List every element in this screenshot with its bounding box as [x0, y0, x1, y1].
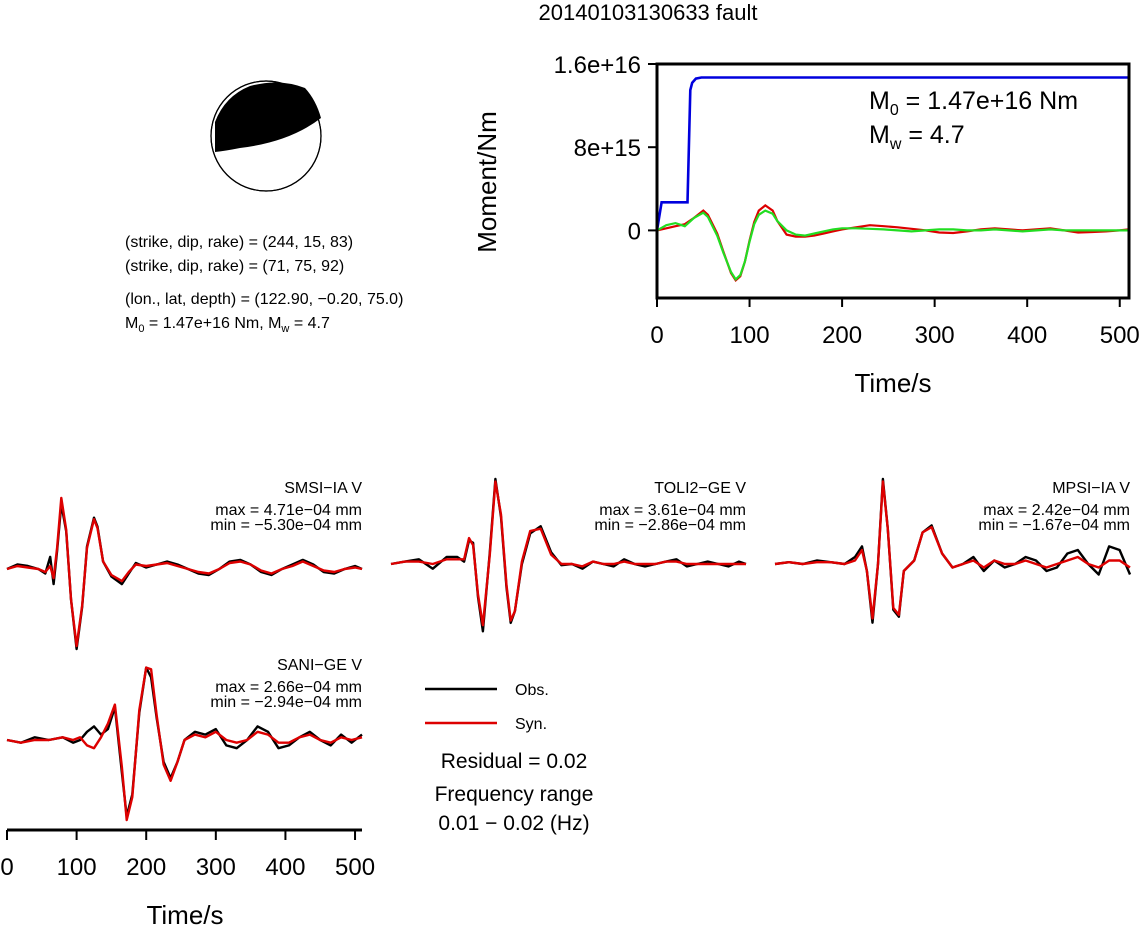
waveform-xtick-label: 300 — [196, 854, 236, 881]
moment-xlabel: Time/s — [854, 368, 931, 398]
station-max: max = 2.42e−04 mm — [983, 502, 1130, 519]
source-info-line4: M0 = 1.47e+16 Nm, Mw = 4.7 — [125, 315, 330, 335]
m0-mw-text: = 1.47e+16 Nm, M — [144, 315, 281, 332]
station-name: TOLI2−GE V — [654, 480, 746, 497]
anno-m0-sub: 0 — [890, 102, 899, 119]
anno-mw-value: = 4.7 — [901, 121, 964, 149]
waveform-xtick-label: 0 — [0, 854, 13, 881]
station-name: MPSI−IA V — [1052, 480, 1130, 497]
mw-subscript: w — [280, 323, 289, 335]
frequency-range-value: 0.01 − 0.02 (Hz) — [438, 812, 589, 835]
moment-series-2 — [656, 209, 1129, 281]
synthetic-waveform — [774, 480, 1131, 620]
source-info: (strike, dip, rake) = (244, 15, 83) (str… — [125, 234, 403, 335]
residual-text: Residual = 0.02 — [441, 750, 588, 773]
synthetic-waveform — [6, 666, 363, 822]
moment-annotation-m0: M0 = 1.47e+16 Nm — [869, 87, 1078, 119]
observed-waveform — [774, 477, 1132, 624]
station-max: max = 3.61e−04 mm — [599, 502, 746, 519]
station-min: min = −2.86e−04 mm — [594, 517, 746, 534]
moment-annotation-mw: Mw = 4.7 — [869, 121, 965, 153]
moment-ytick-label: 0 — [628, 218, 641, 245]
moment-ticks: 0 100 200 300 400 500 0 8e+15 1.6e+16 — [554, 52, 1140, 349]
anno-m0-value: = 1.47e+16 Nm — [899, 87, 1078, 115]
beachball-outline — [210, 80, 322, 192]
station-min: min = −5.30e−04 mm — [210, 517, 362, 534]
station-max: max = 2.66e−04 mm — [215, 679, 362, 696]
station-min: min = −1.67e−04 mm — [978, 517, 1130, 534]
mw-text: = 4.7 — [289, 315, 330, 332]
moment-ytick-label: 8e+15 — [574, 135, 641, 162]
synthetic-waveform — [390, 480, 746, 627]
station-max: max = 4.71e−04 mm — [215, 502, 362, 519]
m0-subscript: 0 — [138, 323, 144, 335]
waveform-axis-ticks: 0 100 200 300 400 500 — [0, 830, 375, 881]
beachball-compression — [215, 82, 321, 152]
moment-series-0 — [655, 76, 1129, 231]
moment-xtick-label: 100 — [730, 322, 770, 349]
m0-symbol: M — [125, 315, 138, 332]
moment-chart: 0 100 200 300 400 500 0 8e+15 1.6e+16 Time/s Mom… — [472, 52, 1140, 398]
anno-mw-symbol: M — [869, 121, 890, 149]
waveform-xlabel: Time/s — [146, 900, 223, 926]
source-info-line2: (strike, dip, rake) = (71, 75, 92) — [125, 258, 344, 275]
waveform-xtick-label: 400 — [265, 854, 305, 881]
moment-xtick-label: 0 — [650, 322, 663, 349]
legend: Obs. Syn. Residual = 0.02 Frequency rang… — [425, 682, 593, 835]
waveform-xtick-label: 100 — [57, 854, 97, 881]
moment-series-group — [655, 76, 1130, 282]
moment-plot-frame — [655, 62, 1131, 300]
anno-mw-sub: w — [889, 136, 902, 153]
moment-series-1 — [656, 204, 1130, 282]
waveform-xtick-label: 500 — [335, 854, 375, 881]
source-info-line3: (lon., lat, depth) = (122.90, −0.20, 75.… — [125, 291, 403, 308]
station-name: SMSI−IA V — [284, 480, 362, 497]
synthetic-waveform — [6, 496, 363, 648]
moment-xtick-label: 400 — [1007, 322, 1047, 349]
moment-ylabel: Moment/Nm — [472, 111, 502, 253]
anno-m0-symbol: M — [869, 87, 890, 115]
beachball — [210, 80, 322, 192]
source-info-line1: (strike, dip, rake) = (244, 15, 83) — [125, 234, 353, 251]
figure-title: 20140103130633 fault — [539, 0, 758, 25]
station-name: SANI−GE V — [277, 657, 362, 674]
legend-obs-label: Obs. — [515, 682, 549, 699]
waveform-time-axis: 0 100 200 300 400 500 Time/s — [0, 828, 375, 926]
station-min: min = −2.94e−04 mm — [210, 694, 362, 711]
moment-xtick-label: 500 — [1100, 322, 1140, 349]
moment-xtick-label: 300 — [915, 322, 955, 349]
waveform-xtick-label: 200 — [126, 854, 166, 881]
moment-xtick-label: 200 — [822, 322, 862, 349]
moment-ytick-label: 1.6e+16 — [554, 52, 641, 79]
frequency-range-label: Frequency range — [435, 783, 594, 806]
legend-syn-label: Syn. — [515, 716, 547, 733]
